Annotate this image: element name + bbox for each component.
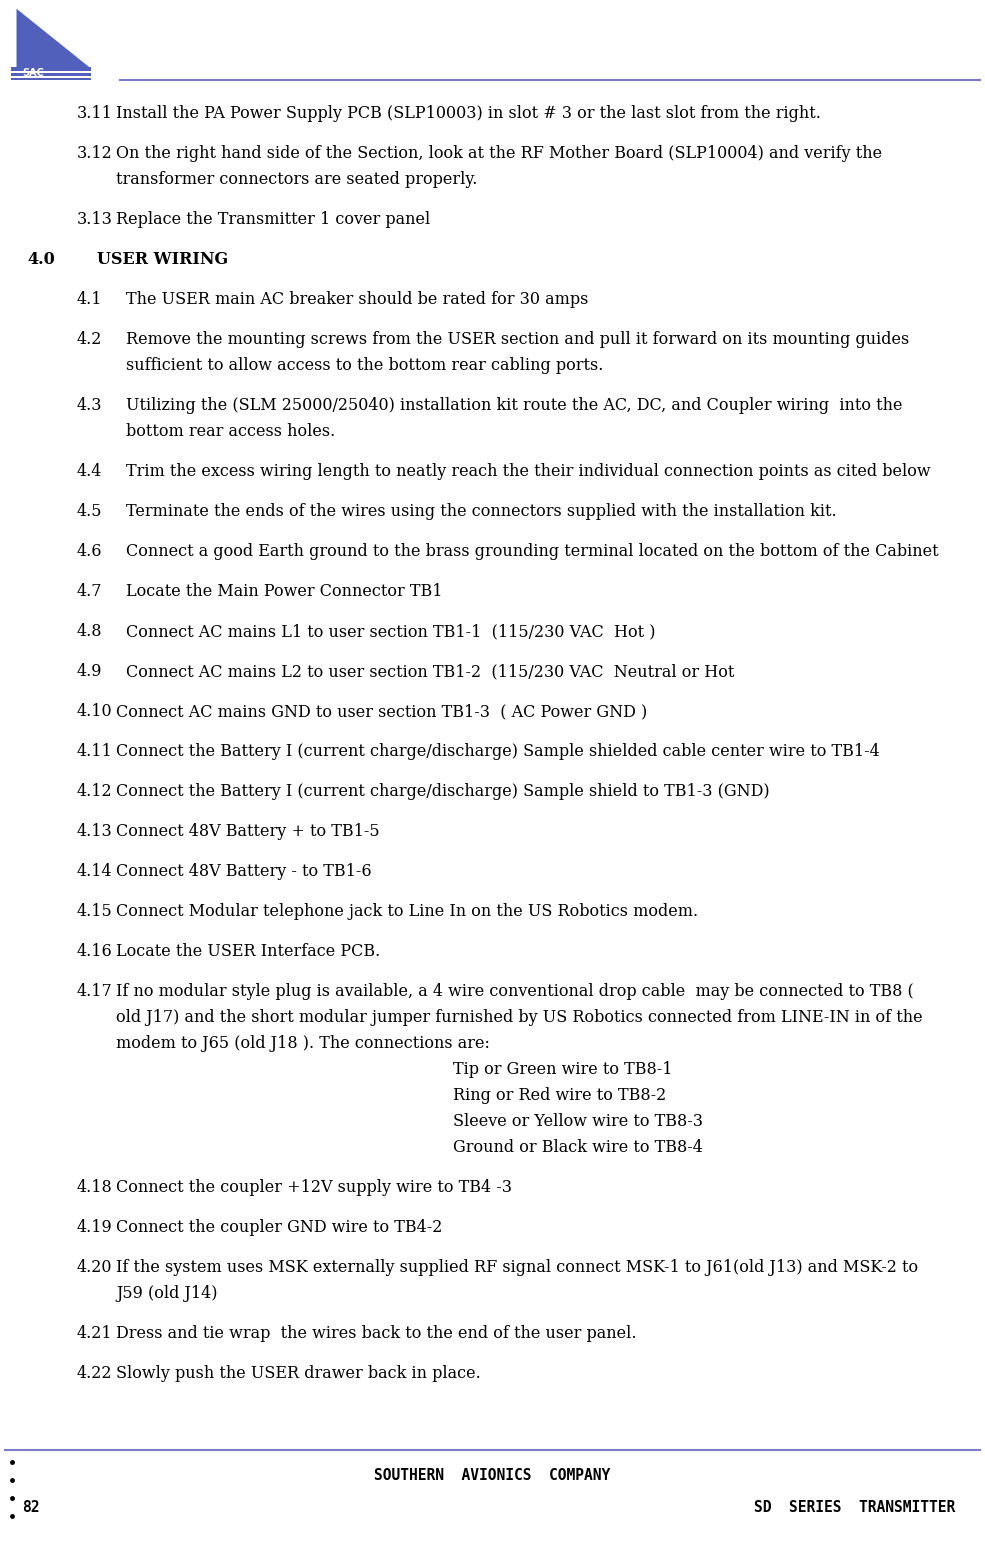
Text: 4.15: 4.15	[77, 902, 112, 919]
Text: Trim the excess wiring length to neatly reach the their individual connection po: Trim the excess wiring length to neatly …	[126, 463, 931, 480]
Text: 4.6: 4.6	[77, 544, 102, 561]
Text: SOUTHERN  AVIONICS  COMPANY: SOUTHERN AVIONICS COMPANY	[374, 1468, 611, 1483]
Text: Tip or Green wire to TB8-1: Tip or Green wire to TB8-1	[453, 1061, 673, 1078]
Text: Connect the Battery I (current charge/discharge) Sample shielded cable center wi: Connect the Battery I (current charge/di…	[116, 742, 880, 759]
Text: SD  SERIES  TRANSMITTER: SD SERIES TRANSMITTER	[755, 1500, 955, 1516]
Text: sufficient to allow access to the bottom rear cabling ports.: sufficient to allow access to the bottom…	[126, 357, 604, 374]
Bar	[11, 67, 92, 71]
Text: 4.16: 4.16	[77, 943, 112, 960]
Text: SAC: SAC	[23, 68, 44, 78]
Text: 4.10: 4.10	[77, 704, 112, 721]
Text: 4.21: 4.21	[77, 1325, 112, 1342]
Text: Connect AC mains GND to user section TB1-3  ( AC Power GND ): Connect AC mains GND to user section TB1…	[116, 704, 647, 721]
Text: 4.22: 4.22	[77, 1365, 112, 1382]
Text: Sleeve or Yellow wire to TB8-3: Sleeve or Yellow wire to TB8-3	[453, 1114, 703, 1131]
Text: Remove the mounting screws from the USER section and pull it forward on its moun: Remove the mounting screws from the USER…	[126, 331, 909, 348]
Text: Dress and tie wrap  the wires back to the end of the user panel.: Dress and tie wrap the wires back to the…	[116, 1325, 636, 1342]
Text: Connect the coupler GND wire to TB4-2: Connect the coupler GND wire to TB4-2	[116, 1219, 442, 1236]
Text: USER WIRING: USER WIRING	[97, 252, 228, 269]
Text: 4.13: 4.13	[77, 823, 112, 840]
Text: On the right hand side of the Section, look at the RF Mother Board (SLP10004) an: On the right hand side of the Section, l…	[116, 144, 883, 162]
Text: Connect a good Earth ground to the brass grounding terminal located on the botto: Connect a good Earth ground to the brass…	[126, 544, 939, 561]
Text: If the system uses MSK externally supplied RF signal connect MSK-1 to J61(old J1: If the system uses MSK externally suppli…	[116, 1259, 918, 1277]
Text: If no modular style plug is available, a 4 wire conventional drop cable  may be : If no modular style plug is available, a…	[116, 983, 914, 1000]
Text: 4.12: 4.12	[77, 783, 112, 800]
Text: 3.12: 3.12	[77, 144, 112, 162]
Text: 4.14: 4.14	[77, 863, 112, 881]
Text: bottom rear access holes.: bottom rear access holes.	[126, 422, 335, 439]
Text: Connect Modular telephone jack to Line In on the US Robotics modem.: Connect Modular telephone jack to Line I…	[116, 902, 698, 919]
Text: Locate the Main Power Connector TB1: Locate the Main Power Connector TB1	[126, 582, 442, 599]
Text: Slowly push the USER drawer back in place.: Slowly push the USER drawer back in plac…	[116, 1365, 481, 1382]
Text: 4.2: 4.2	[77, 331, 102, 348]
Bar	[11, 73, 92, 76]
Text: 4.8: 4.8	[77, 623, 102, 640]
Text: Terminate the ends of the wires using the connectors supplied with the installat: Terminate the ends of the wires using th…	[126, 503, 836, 520]
Text: 4.20: 4.20	[77, 1259, 112, 1277]
Text: J59 (old J14): J59 (old J14)	[116, 1284, 218, 1301]
Text: The USER main AC breaker should be rated for 30 amps: The USER main AC breaker should be rated…	[126, 290, 588, 307]
Text: 4.4: 4.4	[77, 463, 102, 480]
Text: 4.9: 4.9	[77, 663, 102, 680]
Text: modem to J65 (old J18 ). The connections are:: modem to J65 (old J18 ). The connections…	[116, 1034, 491, 1051]
Text: Connect AC mains L1 to user section TB1-1  (115/230 VAC  Hot ): Connect AC mains L1 to user section TB1-…	[126, 623, 656, 640]
Text: Connect 48V Battery + to TB1-5: Connect 48V Battery + to TB1-5	[116, 823, 385, 840]
Text: 4.0: 4.0	[28, 252, 55, 269]
Text: Utilizing the (SLM 25000/25040) installation kit route the AC, DC, and Coupler w: Utilizing the (SLM 25000/25040) installa…	[126, 398, 902, 415]
Text: transformer connectors are seated properly.: transformer connectors are seated proper…	[116, 171, 478, 188]
Bar	[11, 78, 92, 81]
Text: 4.1: 4.1	[77, 290, 102, 307]
Text: 4.18: 4.18	[77, 1179, 112, 1196]
Text: 4.19: 4.19	[77, 1219, 112, 1236]
Text: 3.13: 3.13	[77, 211, 112, 228]
Text: 4.11: 4.11	[77, 742, 112, 759]
Text: 4.17: 4.17	[77, 983, 112, 1000]
Text: 3.11: 3.11	[77, 106, 112, 123]
Text: 4.5: 4.5	[77, 503, 102, 520]
Text: 82: 82	[22, 1500, 39, 1516]
Text: Ring or Red wire to TB8-2: Ring or Red wire to TB8-2	[453, 1087, 666, 1104]
Text: 4.3: 4.3	[77, 398, 102, 415]
Polygon shape	[17, 9, 92, 68]
Text: Ground or Black wire to TB8-4: Ground or Black wire to TB8-4	[453, 1138, 703, 1155]
Text: old J17) and the short modular jumper furnished by US Robotics connected from LI: old J17) and the short modular jumper fu…	[116, 1009, 923, 1027]
Text: Connect AC mains L2 to user section TB1-2  (115/230 VAC  Neutral or Hot: Connect AC mains L2 to user section TB1-…	[126, 663, 735, 680]
Text: Locate the USER Interface PCB.: Locate the USER Interface PCB.	[116, 943, 380, 960]
Text: Replace the Transmitter 1 cover panel: Replace the Transmitter 1 cover panel	[116, 211, 430, 228]
Text: Install the PA Power Supply PCB (SLP10003) in slot # 3 or the last slot from the: Install the PA Power Supply PCB (SLP1000…	[116, 106, 821, 123]
Text: Connect 48V Battery - to TB1-6: Connect 48V Battery - to TB1-6	[116, 863, 372, 881]
Text: Connect the Battery I (current charge/discharge) Sample shield to TB1-3 (GND): Connect the Battery I (current charge/di…	[116, 783, 770, 800]
Text: Connect the coupler +12V supply wire to TB4 -3: Connect the coupler +12V supply wire to …	[116, 1179, 512, 1196]
Text: 4.7: 4.7	[77, 582, 102, 599]
